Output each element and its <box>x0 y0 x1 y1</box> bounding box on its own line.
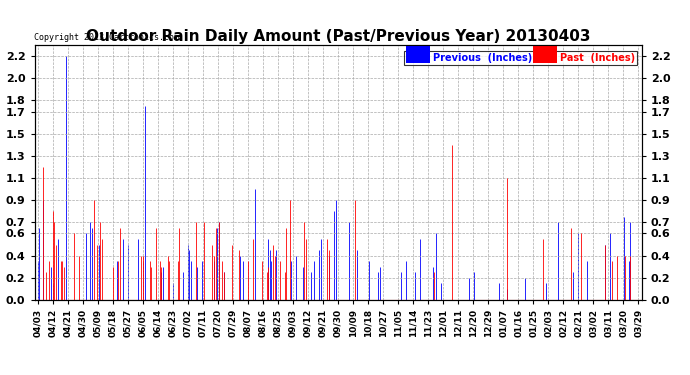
Text: Copyright 2013 Cartronics.com: Copyright 2013 Cartronics.com <box>34 33 179 42</box>
Legend: Previous  (Inches), Past  (Inches): Previous (Inches), Past (Inches) <box>404 51 637 65</box>
Title: Outdoor Rain Daily Amount (Past/Previous Year) 20130403: Outdoor Rain Daily Amount (Past/Previous… <box>86 29 591 44</box>
